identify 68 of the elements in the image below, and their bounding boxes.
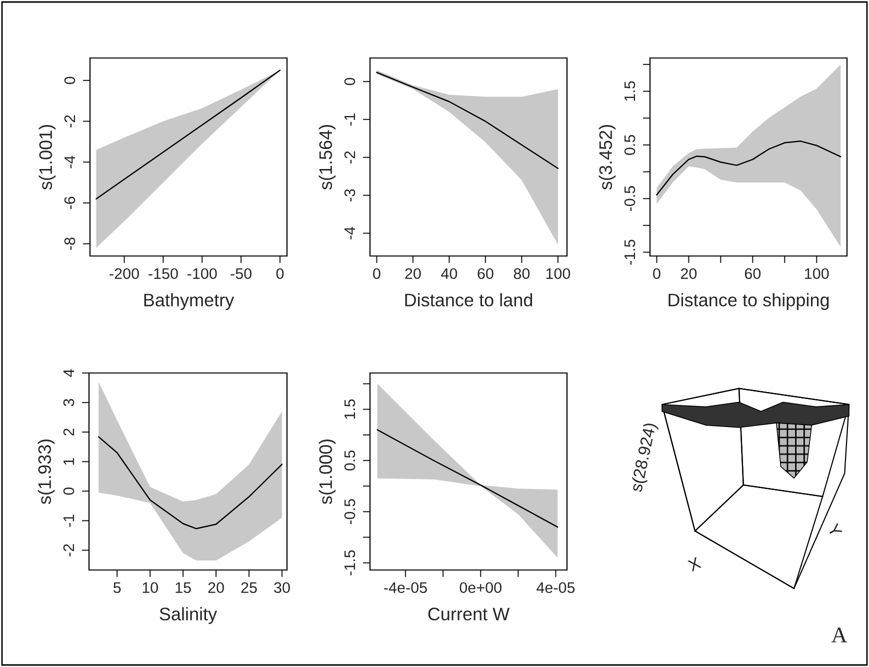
y-tick-label: -4 xyxy=(64,156,76,168)
y-tick-label: -3 xyxy=(344,189,356,202)
y-tick-label: -0.5 xyxy=(624,186,636,212)
y-axis-title: s(3.452) xyxy=(598,125,616,190)
y-tick-label: 0 xyxy=(64,76,76,84)
x-tick-label: 5 xyxy=(113,582,121,594)
y-tick-label: -1.5 xyxy=(624,240,636,265)
x-tick-label: 40 xyxy=(441,268,458,280)
y-tick-label: -1 xyxy=(64,514,74,527)
x-tick-label: -100 xyxy=(188,268,217,280)
y-axis-title: s(1.000) xyxy=(318,440,336,504)
y-tick-label: 2 xyxy=(63,428,74,436)
line-series xyxy=(98,436,283,530)
y-tick-label: -1.5 xyxy=(344,550,356,576)
text: A xyxy=(831,628,848,642)
x-tick-label: 10 xyxy=(142,582,158,594)
y-tick-label: 1.5 xyxy=(344,399,356,419)
text: X xyxy=(687,556,702,572)
y-tick-label: -2 xyxy=(344,151,356,164)
y-tick-label: -6 xyxy=(64,196,76,210)
y-tick-label: -1 xyxy=(344,113,356,126)
x-tick-label: 4e-05 xyxy=(536,582,575,594)
x-tick-label: 80 xyxy=(514,268,530,280)
x-tick-label: 15 xyxy=(176,582,191,594)
line-series xyxy=(656,140,842,196)
y-axis-title: s(1.564) xyxy=(318,125,336,190)
x-axis-title: Salinity xyxy=(160,607,218,624)
x-tick-label: 25 xyxy=(241,582,257,594)
y-tick-label: 1.5 xyxy=(624,81,636,101)
x-tick-label: -50 xyxy=(230,268,252,280)
x-tick-label: 0e+00 xyxy=(460,582,502,594)
y-tick-label: 4 xyxy=(64,369,74,377)
y-tick-label: -0.5 xyxy=(344,499,356,524)
y-tick-label: 0.5 xyxy=(344,450,356,471)
x-axis-title: Distance to shipping xyxy=(668,293,829,310)
y-tick-label: -2 xyxy=(63,544,74,556)
x-tick-label: -4e-05 xyxy=(384,582,427,594)
line-series xyxy=(96,70,281,200)
x-tick-label: 30 xyxy=(274,582,290,594)
x-tick-label: 20 xyxy=(208,582,224,594)
y-tick-label: -8 xyxy=(64,238,76,250)
x-tick-label: 60 xyxy=(744,268,761,280)
x-tick-label: 0 xyxy=(276,268,284,280)
x-tick-label: 100 xyxy=(805,268,829,280)
y-axis-title: s(1.001) xyxy=(38,125,56,190)
y-axis-title: s(1.933) xyxy=(38,440,55,504)
x-tick-label: 100 xyxy=(546,268,570,280)
y-tick-label: 3 xyxy=(63,398,74,406)
x-axis-title: Bathymetry xyxy=(144,293,234,310)
x-tick-label: 0 xyxy=(653,268,660,280)
y-tick-label: -4 xyxy=(344,226,356,240)
line-series xyxy=(376,429,558,528)
text: s(28.924) xyxy=(630,422,660,493)
x-axis-title: Distance to land xyxy=(405,293,532,306)
x-tick-label: -200 xyxy=(110,268,139,280)
text: Y xyxy=(827,522,842,538)
x-tick-label: 20 xyxy=(405,268,421,280)
x-tick-label: -150 xyxy=(148,268,178,280)
y-tick-label: 1 xyxy=(64,458,74,465)
x-axis-title: Current W xyxy=(428,608,510,620)
line-series xyxy=(376,72,559,170)
y-tick-label: 0 xyxy=(344,78,356,86)
x-tick-label: 60 xyxy=(478,268,494,280)
y-tick-label: -2 xyxy=(64,115,76,128)
y-tick-label: 0.5 xyxy=(624,134,636,155)
x-tick-label: 0 xyxy=(373,268,380,280)
y-tick-label: 0 xyxy=(63,487,74,495)
x-tick-label: 20 xyxy=(680,268,697,280)
